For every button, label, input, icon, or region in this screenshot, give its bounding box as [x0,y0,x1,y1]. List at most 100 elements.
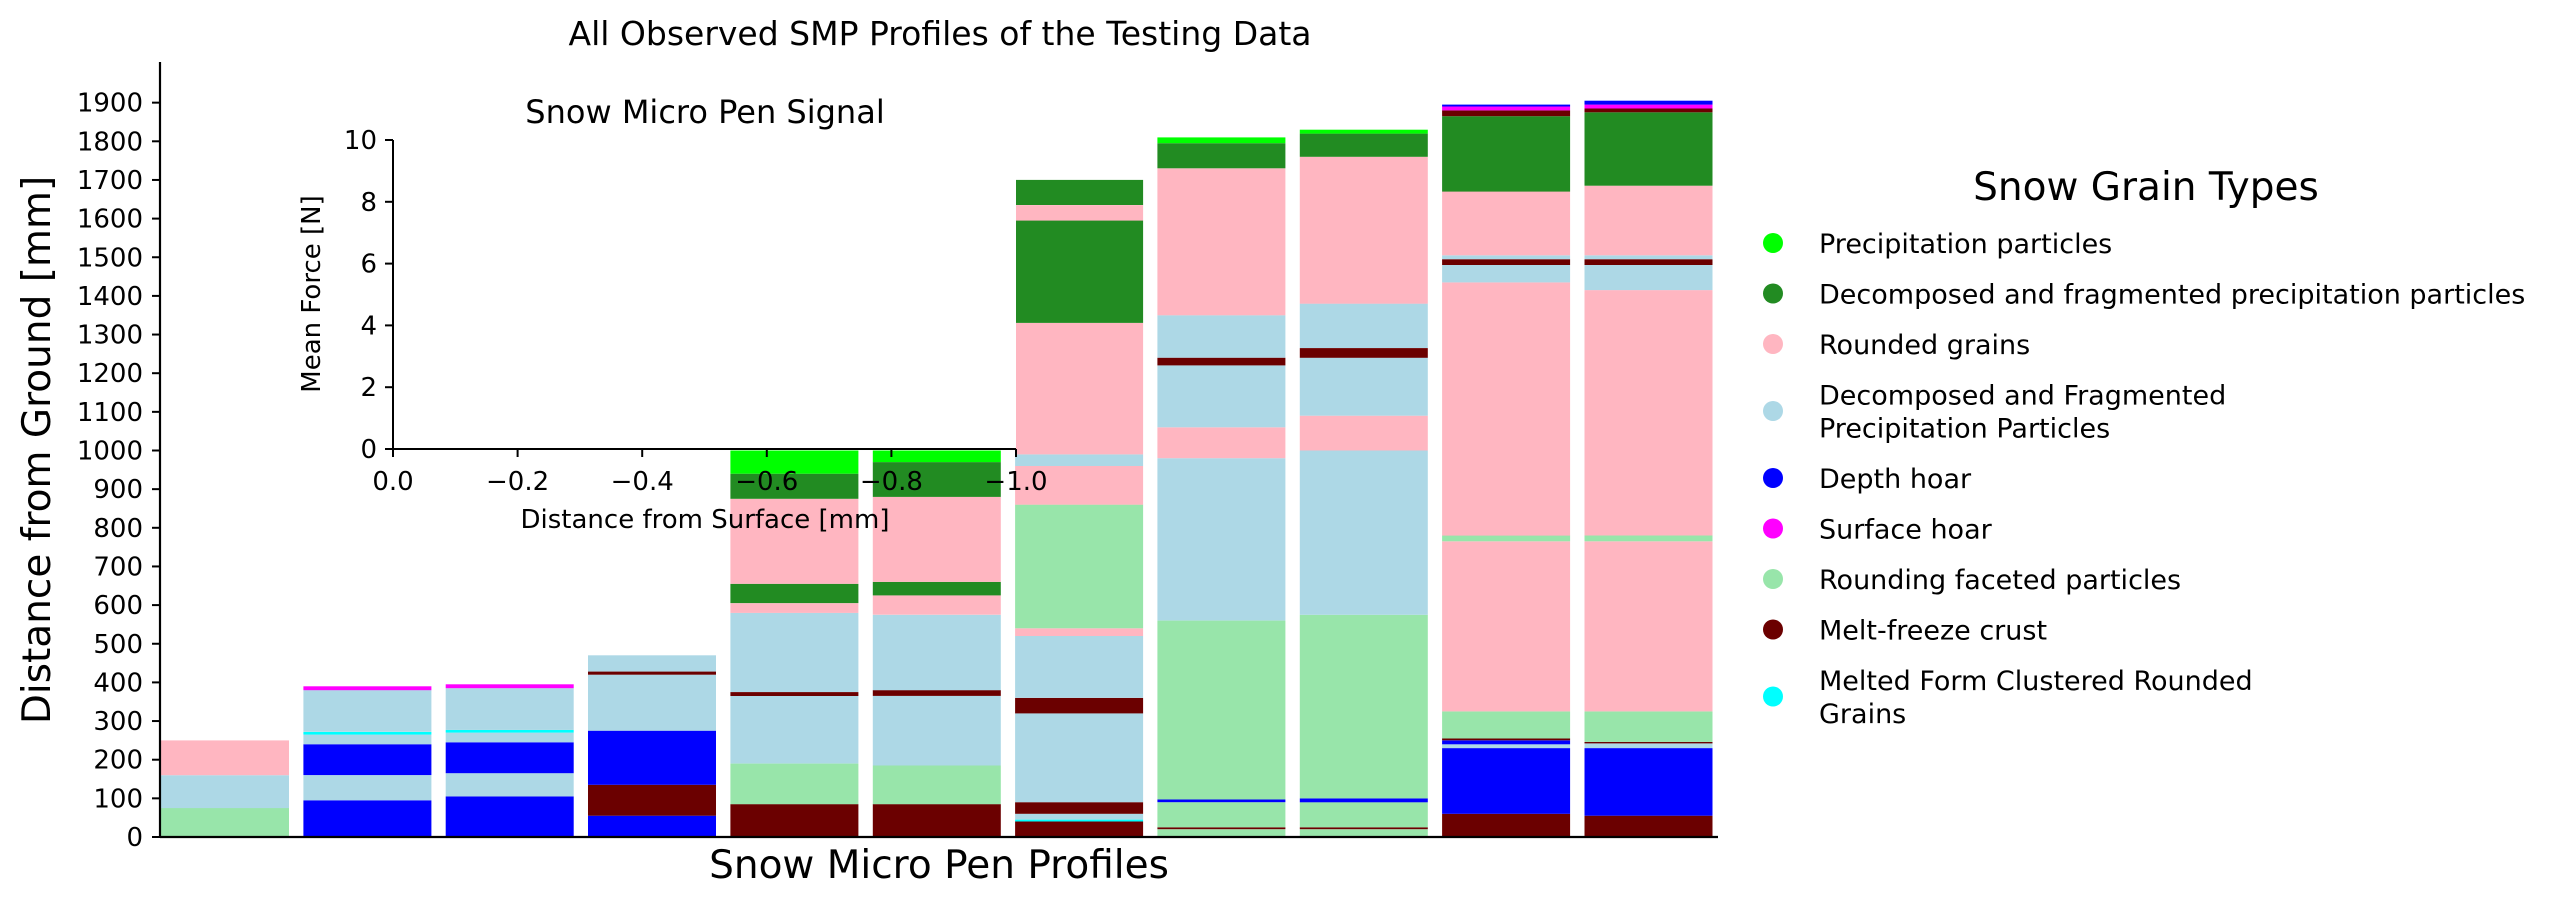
bar-segment [1442,265,1571,283]
bar-segment [1584,748,1713,816]
bar-segment [1442,191,1571,256]
inset-x-tick-label: −0.8 [860,467,923,497]
legend-marker [1763,518,1783,539]
bar-segment [588,655,716,672]
legend: Precipitation particles Decomposed and fr… [1763,229,2525,730]
bar-segment [588,674,716,731]
bar-segment [1584,255,1713,260]
bar-segment [1584,104,1713,109]
bar-segment [1299,614,1428,799]
bar-segment [1015,819,1144,822]
chart-title: All Observed SMP Profiles of the Testing… [569,14,1312,53]
bar-segment [1157,827,1286,830]
inset-x-tick-label: −1.0 [984,467,1047,497]
inset-y-tick-label: 4 [360,311,377,341]
bar-segment [1442,116,1571,192]
bar-segment [1442,106,1571,111]
y-tick-label: 1900 [77,89,143,119]
bar-segment [1442,541,1571,712]
bar-segment [588,784,716,816]
bar-segment [1015,323,1144,455]
inset-y-tick-label: 6 [360,250,377,280]
bar-segment [1157,365,1286,428]
bar-segment [1157,458,1286,621]
bar-segment [588,671,716,675]
legend-marker [1763,401,1783,421]
y-tick-label: 1700 [77,166,143,196]
bar-segment [161,808,289,837]
inset-title: Snow Micro Pen Signal [525,93,884,131]
y-tick-label: 600 [93,591,143,621]
y-tick-label: 300 [93,707,143,737]
bar-segment [445,732,574,743]
y-tick-label: 500 [93,630,143,660]
inset-y-tick-label: 10 [344,126,377,156]
bar-segment [1584,711,1713,742]
y-tick-label: 700 [93,552,143,582]
legend-marker [1763,686,1783,707]
y-tick-label: 1400 [77,282,143,312]
y-tick-label: 800 [93,514,143,544]
legend-label: Decomposed and Fragmented [1819,381,2226,412]
bar-segment [1442,711,1571,739]
y-tick-label: 1100 [77,398,143,428]
bar-segment [1157,168,1286,316]
inset-x-tick-label: 0.0 [372,467,413,497]
legend-title: Snow Grain Types [1973,165,2319,210]
bar-segment [1015,713,1144,803]
bar-segment [1299,133,1428,157]
bar-segment [445,729,574,733]
legend-marker [1763,619,1783,640]
bar-segment [1442,255,1571,260]
bar-segment [1584,259,1713,265]
bar-segment [445,684,574,689]
bar-segment [1584,743,1713,749]
bar-segment [303,800,432,837]
bar-segment [303,734,432,745]
bar-segment [1299,415,1428,451]
legend-marker [1763,283,1783,304]
inset-axes: Snow Micro Pen Signal 0 2 4 6 8 10 0.0 −0.2 −0.… [297,93,1048,535]
bar-segment [730,804,859,837]
y-tick-label: 1600 [77,205,143,235]
bar-segment [1442,104,1571,107]
inset-y-tick-label: 8 [360,188,377,218]
bar-segment [1442,744,1571,749]
legend-label: Melt-freeze crust [1819,616,2047,647]
bar-segment [730,583,859,604]
bar-segment [1584,535,1713,542]
legend-label: Surface hoar [1819,515,1993,546]
bar-segment [1442,282,1571,536]
legend-label: Decomposed and fragmented precipitation … [1819,280,2525,311]
bar-segment [1584,290,1713,536]
bar-segment [1157,799,1286,803]
bar-segment [303,690,432,732]
legend-marker [1763,569,1783,589]
bar-segment [730,612,859,692]
bar-segment [872,462,1001,497]
bar-segment [161,775,289,809]
y-tick-label: 200 [93,746,143,776]
bar-segment [1442,813,1571,837]
bar-segment [872,690,1001,696]
legend-label: Rounding faceted particles [1819,565,2181,596]
bar-segment [1299,802,1428,828]
inset-x-tick-label: −0.4 [611,467,674,497]
y-tick-label: 100 [93,784,143,814]
bar-segment [872,614,1001,691]
bar-segment [872,804,1001,837]
bar-segment [1299,129,1428,134]
legend-label: Rounded grains [1819,330,2030,361]
bar-segment [1442,748,1571,814]
y-tick-label: 1800 [77,127,143,157]
bar-segment [1157,427,1286,459]
inset-y-ticks: 0 2 4 6 8 10 [344,126,393,465]
bar-segment [1157,802,1286,828]
inset-y-axis-label: Mean Force [N] [297,195,327,392]
bar-segment [730,692,859,696]
bar-segment [1584,108,1713,113]
bar-segment [303,731,432,735]
bar-segment [1299,798,1428,803]
bar-segment [872,765,1001,805]
bar-segment [1015,504,1144,629]
